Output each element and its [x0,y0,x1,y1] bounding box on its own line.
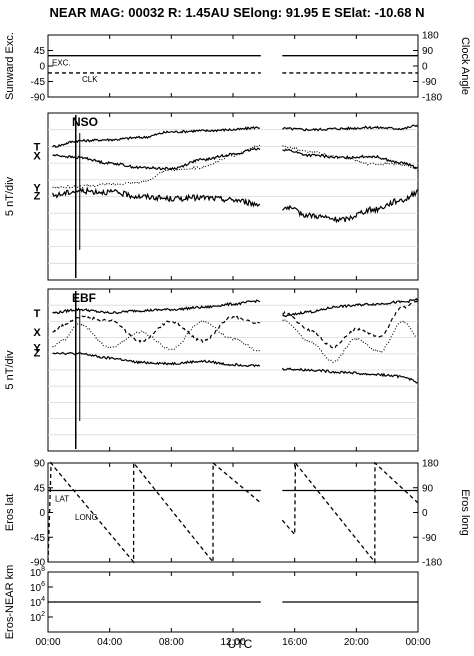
left-tick-label: 45 [34,483,46,494]
series-Z [52,186,418,224]
axis-ticks [47,34,419,632]
series-label-CLK: CLK [82,75,98,84]
panel-frames [47,34,419,633]
panel-label-EBF: EBF [72,291,96,305]
right-tick-label: 180 [422,459,439,470]
right-tick-label: 0 [422,508,428,519]
right-tick-label: -90 [422,533,437,544]
right-tick-label: 90 [422,483,434,494]
series-Y [52,144,418,190]
left-tick-label: -90 [31,93,46,104]
series-label-EXC.: EXC. [52,59,71,68]
trace-label-X: X [33,327,41,339]
series-T [52,124,418,149]
left-axis-label: 5 nT/div [4,176,16,216]
left-tick-label: 0 [39,508,45,519]
x-tick-label: 00:00 [35,637,60,648]
left-tick-label: -45 [31,77,46,88]
trace-label-X: X [33,150,41,162]
right-tick-label: -180 [422,93,442,104]
x-tick-label: 16:00 [282,637,307,648]
series-Z [52,351,418,384]
right-tick-label: 90 [422,46,434,57]
trace-label-T: T [34,308,41,320]
left-axis-label: Sunward Exc. [4,32,16,100]
panel-label-NSO: NSO [72,115,98,129]
data-traces [47,55,419,603]
series-X [52,300,418,349]
log-tick-label: 102 [30,611,45,624]
trace-label-Y: Y [33,183,41,195]
trace-label-Z: Z [34,348,41,360]
trace-label-Y: Y [33,342,41,354]
figure-title: NEAR MAG: 00032 R: 1.45AU SElong: 91.95 … [50,5,425,20]
x-tick-label: 00:00 [405,637,430,648]
left-tick-label: 0 [39,62,45,73]
series-T [52,297,418,318]
log-tick-label: 104 [30,596,45,609]
x-tick-label: 12:00 [220,637,245,648]
x-tick-label: 04:00 [97,637,122,648]
series-label-LAT: LAT [55,495,69,504]
trace-label-T: T [34,141,41,153]
left-tick-label: 90 [34,459,46,470]
log-tick-label: 106 [30,581,45,594]
right-tick-label: 180 [422,31,439,42]
left-axis-label: Eros lat [4,494,16,531]
panel-gridlines [48,129,418,436]
axis-labels: 00:00 04:00 08:00 12:00 16:00 20:00 00:00 Sunwa… [4,31,471,649]
left-tick-label: 45 [34,46,46,57]
right-tick-label: -180 [422,558,442,569]
series-X [52,147,418,171]
series-label-LONG: LONG [75,513,98,522]
trace-label-Z: Z [34,190,41,202]
left-tick-label: -45 [31,533,46,544]
log-tick-label: 108 [30,566,45,579]
left-axis-label: 5 nT/div [4,350,16,390]
x-axis-label: UTC [228,637,253,651]
left-tick-label: -90 [31,558,46,569]
series-Y [52,318,418,364]
right-axis-label: Clock Angle [459,37,471,95]
x-tick-label: 08:00 [159,637,184,648]
frame-sunward [47,34,419,98]
right-tick-label: 0 [422,62,428,73]
x-tick-label: 20:00 [344,637,369,648]
series-LONG [47,461,419,564]
left-axis-label: Eros-NEAR km [4,565,16,640]
right-tick-label: -90 [422,77,437,88]
right-axis-label: Eros long [459,489,471,535]
